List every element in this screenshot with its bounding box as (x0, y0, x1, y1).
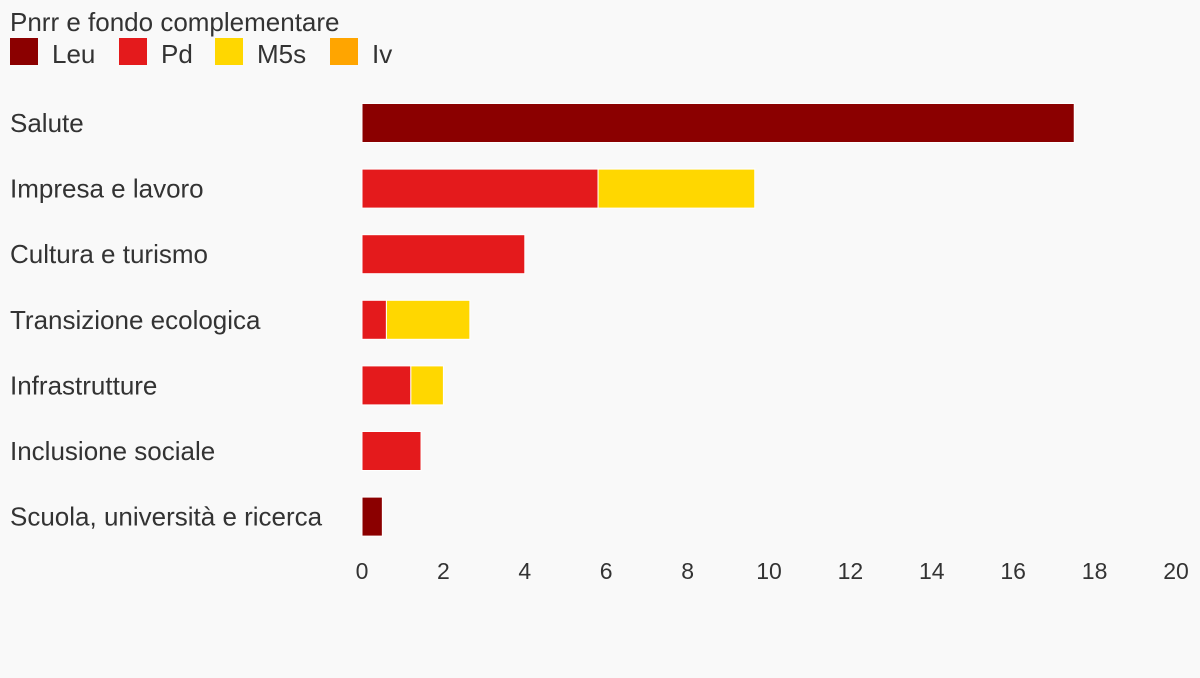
legend-swatch-iv (330, 38, 358, 65)
x-tick-label: 0 (356, 558, 369, 584)
bars (361, 103, 1075, 537)
legend-swatch-m5s (215, 38, 243, 65)
bar-segment-pd (361, 431, 422, 471)
bar-segment-pd (361, 299, 387, 340)
category-label: Transizione ecologica (10, 305, 261, 335)
x-axis: 0 2 4 6 8 10 12 14 16 18 20 (356, 558, 1189, 584)
legend-swatch-pd (119, 38, 147, 65)
x-tick-label: 8 (681, 558, 694, 584)
x-tick-label: 2 (437, 558, 450, 584)
category-label: Infrastrutture (10, 370, 157, 400)
category-label: Salute (10, 108, 84, 138)
x-tick-label: 12 (838, 558, 864, 584)
bar-segment-m5s (597, 168, 756, 209)
legend-label-pd: Pd (161, 39, 193, 69)
x-tick-label: 6 (600, 558, 613, 584)
category-label: Inclusione sociale (10, 436, 215, 466)
x-tick-label: 14 (919, 558, 945, 584)
x-tick-label: 16 (1000, 558, 1026, 584)
category-label: Impresa e lavoro (10, 174, 204, 204)
x-tick-label: 10 (756, 558, 782, 584)
bar-segment-leu (361, 103, 1075, 143)
category-label: Cultura e turismo (10, 239, 208, 269)
bar-segment-m5s (385, 299, 471, 340)
x-tick-label: 18 (1082, 558, 1108, 584)
category-labels: Salute Impresa e lavoro Cultura e turismo T… (10, 108, 323, 532)
bar-segment-pd (361, 365, 412, 406)
legend-label-leu: Leu (52, 39, 95, 69)
bar-segment-m5s (410, 365, 444, 406)
legend-label-iv: Iv (372, 39, 392, 69)
legend-swatch-leu (10, 38, 38, 65)
x-tick-label: 20 (1163, 558, 1189, 584)
bar-segment-pd (361, 234, 526, 275)
legend: Leu Pd M5s Iv (10, 38, 392, 69)
legend-label-m5s: M5s (257, 39, 306, 69)
legend-title: Pnrr e fondo complementare (10, 7, 340, 37)
bar-segment-leu (361, 496, 383, 537)
bar-segment-pd (361, 168, 599, 209)
x-tick-label: 4 (518, 558, 531, 584)
category-label: Scuola, università e ricerca (10, 502, 323, 532)
